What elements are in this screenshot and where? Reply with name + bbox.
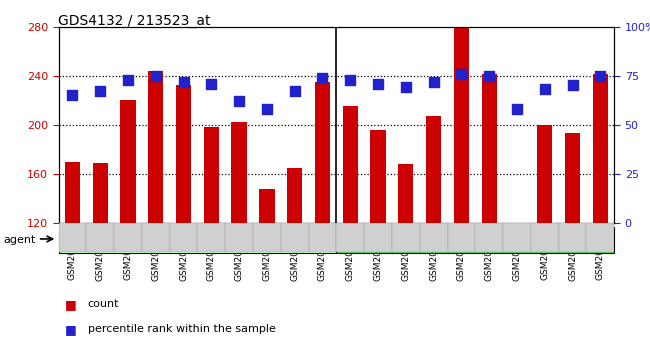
Bar — [420, 223, 447, 252]
Point — [317, 75, 328, 80]
Point — [456, 71, 467, 76]
Bar — [86, 223, 114, 252]
Text: GDS4132 / 213523_at: GDS4132 / 213523_at — [58, 14, 211, 28]
Point — [373, 81, 384, 86]
Bar — [537, 125, 552, 223]
Point — [67, 92, 77, 98]
Bar — [475, 223, 503, 252]
Bar — [287, 168, 302, 223]
Bar — [92, 163, 108, 223]
Bar — [337, 223, 364, 252]
Point — [400, 85, 411, 90]
Point — [345, 77, 356, 82]
Point — [512, 106, 522, 112]
Bar — [503, 223, 531, 252]
Bar — [398, 164, 413, 223]
Point — [567, 82, 578, 88]
Bar — [364, 223, 392, 252]
Bar — [593, 74, 608, 223]
Text: agent: agent — [3, 235, 36, 245]
Bar — [65, 162, 80, 223]
Bar — [454, 27, 469, 223]
Bar — [176, 85, 191, 223]
Text: percentile rank within the sample: percentile rank within the sample — [88, 324, 276, 334]
Bar — [148, 71, 163, 223]
Bar — [58, 227, 337, 253]
Point — [540, 87, 550, 92]
Bar — [447, 223, 475, 252]
Text: ■: ■ — [65, 323, 77, 336]
Bar — [531, 223, 559, 252]
Point — [289, 88, 300, 94]
Point — [428, 79, 439, 84]
Bar — [198, 223, 225, 252]
Point — [206, 81, 216, 86]
Bar — [337, 227, 614, 253]
Bar — [226, 223, 253, 252]
Point — [234, 98, 244, 104]
Point — [484, 73, 495, 79]
Text: ■: ■ — [65, 298, 77, 311]
Point — [262, 106, 272, 112]
Bar — [281, 223, 309, 252]
Text: count: count — [88, 299, 119, 309]
Bar — [170, 223, 198, 252]
Text: pretreatment: pretreatment — [158, 233, 237, 246]
Bar — [482, 74, 497, 223]
Bar — [309, 223, 337, 252]
Bar — [259, 189, 274, 223]
Bar — [392, 223, 420, 252]
Point — [595, 73, 606, 79]
Point — [178, 79, 188, 84]
Bar — [586, 223, 614, 252]
Text: pioglitazone: pioglitazone — [439, 233, 512, 246]
Bar — [343, 106, 358, 223]
Bar — [565, 133, 580, 223]
Bar — [120, 100, 136, 223]
Bar — [203, 127, 219, 223]
Bar — [253, 223, 281, 252]
Point — [151, 73, 161, 79]
Point — [95, 88, 105, 94]
Bar — [58, 223, 86, 252]
Bar — [114, 223, 142, 252]
Point — [123, 77, 133, 82]
Bar — [231, 122, 247, 223]
Bar — [370, 130, 385, 223]
Bar — [426, 116, 441, 223]
Bar — [142, 223, 170, 252]
Bar — [315, 82, 330, 223]
Bar — [558, 223, 586, 252]
